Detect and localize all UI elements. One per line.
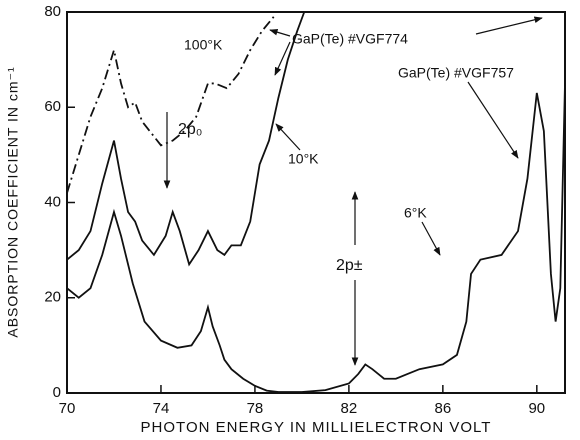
line-series xyxy=(66,11,306,267)
y-tick-label: 0 xyxy=(53,384,61,401)
line-series xyxy=(66,83,566,393)
annotation: GaP(Te) #VGF757 xyxy=(398,65,514,81)
annotation: 2p₀ xyxy=(178,121,202,138)
x-tick-label: 90 xyxy=(528,400,545,417)
y-tick-label: 20 xyxy=(44,289,61,306)
arrow xyxy=(269,28,291,37)
arrow xyxy=(467,81,519,159)
arrow xyxy=(274,41,291,76)
x-tick-label: 74 xyxy=(153,400,170,417)
x-tick-label: 70 xyxy=(59,400,76,417)
x-axis-label: PHOTON ENERGY IN MILLIELECTRON VOLT xyxy=(141,419,492,436)
line-series xyxy=(66,16,275,194)
annotation: 100°K xyxy=(184,37,223,53)
arrow xyxy=(475,16,543,35)
y-tick-label: 80 xyxy=(44,3,61,20)
annotation: 6°K xyxy=(404,205,427,221)
annotation: 2p± xyxy=(336,257,363,274)
y-tick-label: 40 xyxy=(44,193,61,210)
y-axis-label: ABSORPTION COEFFICIENT IN cm⁻¹ xyxy=(5,66,21,337)
annotation: 10°K xyxy=(288,151,319,167)
y-tick-label: 60 xyxy=(44,98,61,115)
annotation: GaP(Te) #VGF774 xyxy=(292,31,408,47)
x-tick-label: 86 xyxy=(435,400,452,417)
arrow xyxy=(421,221,441,256)
x-tick-label: 82 xyxy=(341,400,358,417)
x-tick-label: 78 xyxy=(247,400,264,417)
arrow xyxy=(275,123,301,151)
